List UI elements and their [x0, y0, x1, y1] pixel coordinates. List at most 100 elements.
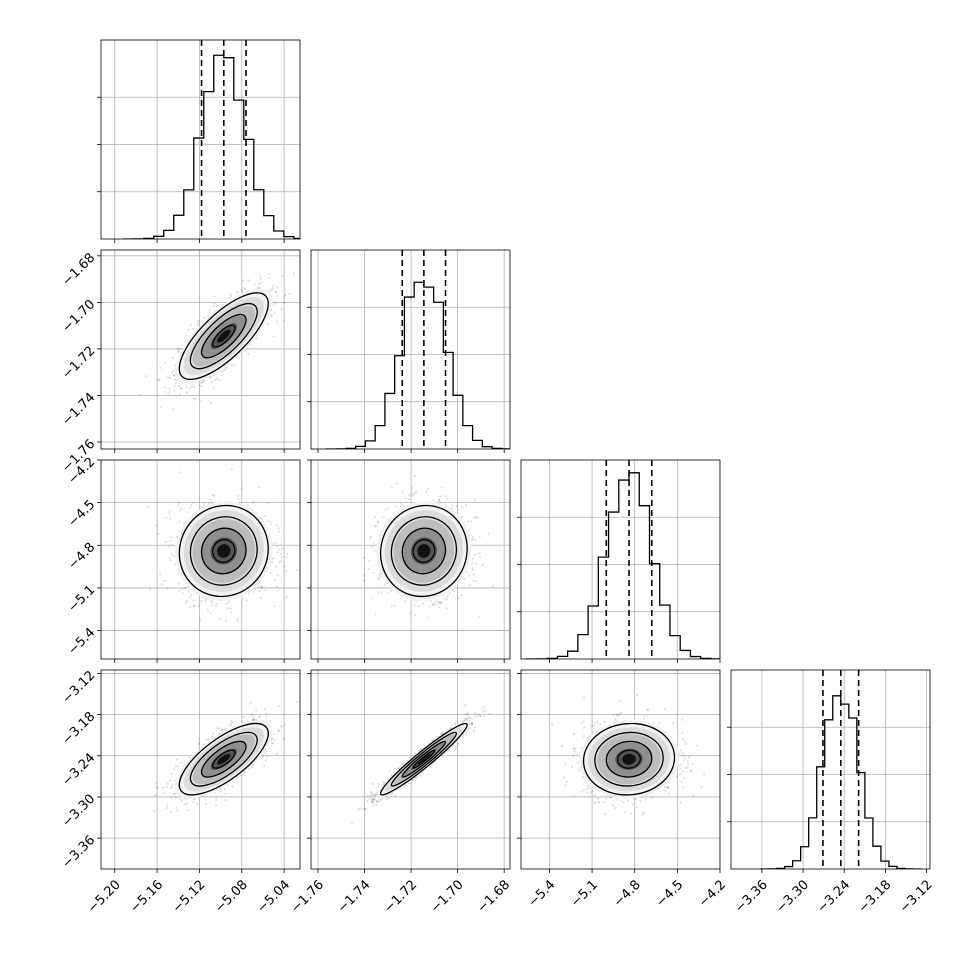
scatter-point — [172, 369, 175, 372]
scatter-point — [461, 515, 464, 519]
scatter-point — [236, 494, 240, 498]
scatter-point — [275, 320, 278, 323]
scatter-point — [269, 523, 272, 526]
scatter-point — [187, 328, 190, 331]
scatter-point — [431, 602, 434, 605]
scatter-point — [214, 379, 217, 382]
scatter-point — [460, 594, 463, 597]
scatter-point — [173, 378, 176, 381]
scatter-point — [263, 514, 266, 518]
scatter-point — [383, 583, 386, 587]
scatter-point — [218, 727, 221, 731]
scatter-point — [159, 573, 162, 576]
scatter-point — [276, 545, 279, 548]
scatter-point — [292, 272, 296, 275]
scatter-point — [274, 290, 277, 293]
scatter-point — [278, 560, 281, 564]
scatter-point — [225, 602, 228, 605]
scatter-point — [283, 294, 286, 297]
contour-line-3 — [178, 292, 269, 381]
scatter-point — [429, 599, 433, 603]
scatter-point — [379, 575, 382, 578]
scatter-point — [386, 592, 389, 595]
panel-frame — [100, 39, 301, 240]
scatter-point — [178, 393, 181, 396]
scatter-point — [193, 797, 196, 801]
scatter-point — [471, 538, 475, 541]
scatter-point — [185, 386, 188, 389]
scatter-point — [201, 380, 204, 384]
scatter-point — [275, 565, 278, 568]
scatter-point — [284, 293, 287, 297]
scatter-point — [177, 501, 181, 505]
panel-content — [101, 670, 304, 869]
scatter-point — [404, 600, 407, 603]
scatter-point — [433, 602, 436, 606]
scatter-point — [181, 587, 184, 591]
contour-line-0 — [212, 324, 236, 348]
scatter-point — [164, 386, 167, 389]
scatter-point — [168, 545, 171, 548]
scatter-point — [181, 799, 184, 803]
scatter-point — [213, 302, 216, 305]
scatter-point — [363, 574, 366, 577]
scatter-point — [387, 507, 390, 510]
scatter-point — [473, 499, 476, 502]
scatter-point — [259, 596, 262, 599]
scatter-point — [276, 551, 279, 554]
scatter-point — [275, 524, 278, 527]
scatter-point — [224, 619, 227, 622]
scatter-point — [158, 378, 161, 381]
scatter-point — [407, 498, 410, 501]
scatter-point — [169, 810, 172, 813]
scatter-point — [211, 604, 214, 607]
scatter-point — [145, 375, 148, 378]
scatter-point — [200, 600, 203, 603]
scatter-point — [178, 520, 181, 523]
scatter-point — [283, 565, 286, 568]
scatter-point — [370, 545, 373, 549]
scatter-point — [367, 568, 370, 571]
scatter-point — [260, 586, 263, 589]
y-tick-label: −4.5 — [65, 497, 98, 530]
scatter-point — [281, 275, 284, 278]
scatter-point — [233, 364, 237, 367]
scatter-point — [274, 301, 277, 304]
scatter-point — [385, 508, 388, 511]
scatter-point — [377, 591, 380, 594]
scatter-point — [212, 387, 215, 390]
scatter-point — [438, 500, 441, 503]
scatter-point — [209, 376, 212, 379]
scatter-point — [261, 586, 264, 589]
scatter-point — [402, 504, 405, 507]
scatter-point — [302, 708, 304, 710]
scatter-point — [211, 601, 214, 604]
scatter-point — [277, 704, 280, 707]
scatter-panel-2-0: −5.4−5.1−4.8−4.5−4.2 — [65, 455, 301, 663]
scatter-point — [271, 557, 274, 560]
scatter-point — [228, 297, 231, 300]
scatter-point — [466, 520, 469, 523]
hist-panel-0 — [97, 39, 301, 243]
scatter-point — [451, 504, 454, 507]
scatter-point — [177, 582, 180, 585]
scatter-point — [410, 487, 413, 490]
scatter-point — [272, 284, 275, 287]
scatter-point — [173, 563, 177, 566]
scatter-point — [241, 279, 245, 282]
scatter-point — [378, 573, 381, 576]
scatter-point — [209, 498, 212, 501]
scatter-point — [199, 384, 202, 387]
scatter-point — [224, 729, 227, 732]
scatter-point — [169, 536, 173, 539]
scatter-point — [487, 532, 490, 535]
scatter-point — [281, 547, 284, 550]
scatter-point — [189, 323, 192, 326]
scatter-point — [471, 535, 474, 538]
scatter-point — [363, 578, 366, 582]
scatter-point — [475, 516, 478, 519]
scatter-point — [172, 408, 175, 411]
histogram-steps — [123, 54, 300, 239]
y-tick-label: −1.74 — [60, 390, 99, 429]
y-tick-label: −1.72 — [60, 344, 99, 383]
